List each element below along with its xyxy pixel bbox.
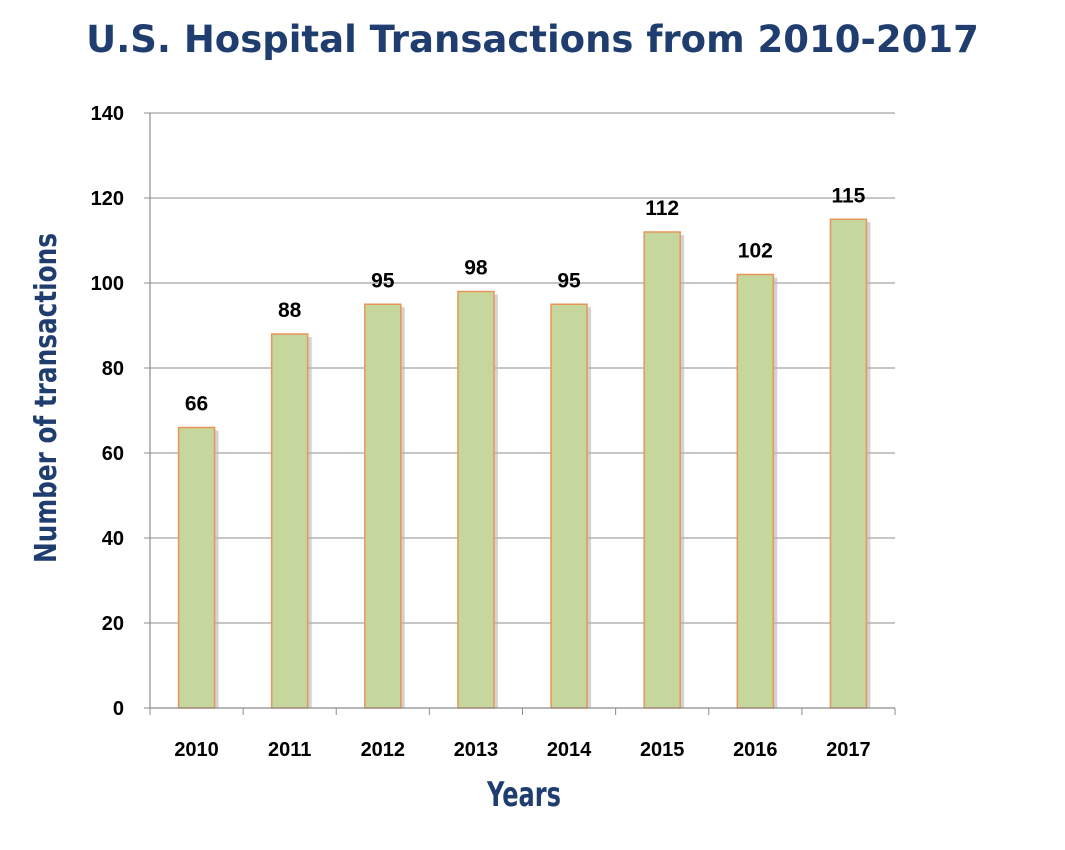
x-tick-label: 2015 bbox=[640, 739, 685, 761]
y-axis-title: Number of transactions bbox=[29, 233, 64, 563]
bar bbox=[829, 218, 868, 709]
x-tick-label: 2010 bbox=[174, 739, 219, 761]
data-label: 102 bbox=[738, 240, 773, 263]
data-labels: 66 88 95 98 95 112 102 115 bbox=[185, 184, 866, 415]
y-axis-ticks: 0 20 40 60 80 100 120 140 bbox=[91, 103, 150, 720]
y-tick-label: 60 bbox=[102, 443, 124, 465]
data-label: 88 bbox=[278, 299, 302, 322]
x-tick-label: 2011 bbox=[268, 739, 311, 761]
data-label: 95 bbox=[371, 269, 395, 292]
axes bbox=[149, 113, 895, 709]
bar bbox=[550, 303, 588, 709]
bar bbox=[177, 426, 216, 709]
y-tick-label: 120 bbox=[91, 188, 124, 210]
bar bbox=[736, 273, 775, 709]
x-tick-label: 2017 bbox=[826, 739, 871, 761]
y-tick-label: 20 bbox=[102, 613, 124, 635]
bar bbox=[457, 290, 495, 709]
x-axis-ticks: 2010 2011 2012 2013 2014 2015 2016 2017 bbox=[149, 708, 896, 761]
data-label: 66 bbox=[185, 393, 208, 416]
x-axis-title: Years bbox=[486, 775, 561, 815]
y-tick-label: 100 bbox=[91, 273, 124, 295]
y-tick-label: 0 bbox=[113, 698, 124, 720]
bar bbox=[364, 303, 402, 709]
bars bbox=[177, 218, 871, 709]
y-tick-label: 80 bbox=[102, 358, 124, 380]
x-tick-label: 2013 bbox=[454, 739, 499, 761]
x-tick-label: 2014 bbox=[547, 739, 592, 761]
bar bbox=[643, 231, 681, 709]
data-label: 98 bbox=[464, 257, 488, 280]
data-label: 112 bbox=[645, 197, 679, 220]
bar bbox=[270, 333, 309, 709]
y-tick-label: 40 bbox=[102, 528, 124, 550]
chart-title: U.S. Hospital Transactions from 2010-201… bbox=[86, 18, 979, 61]
data-label: 115 bbox=[831, 184, 865, 207]
y-tick-label: 140 bbox=[91, 103, 124, 125]
gridlines bbox=[150, 112, 895, 624]
x-tick-label: 2016 bbox=[733, 739, 778, 761]
data-label: 95 bbox=[557, 269, 581, 292]
x-tick-label: 2012 bbox=[361, 739, 406, 761]
